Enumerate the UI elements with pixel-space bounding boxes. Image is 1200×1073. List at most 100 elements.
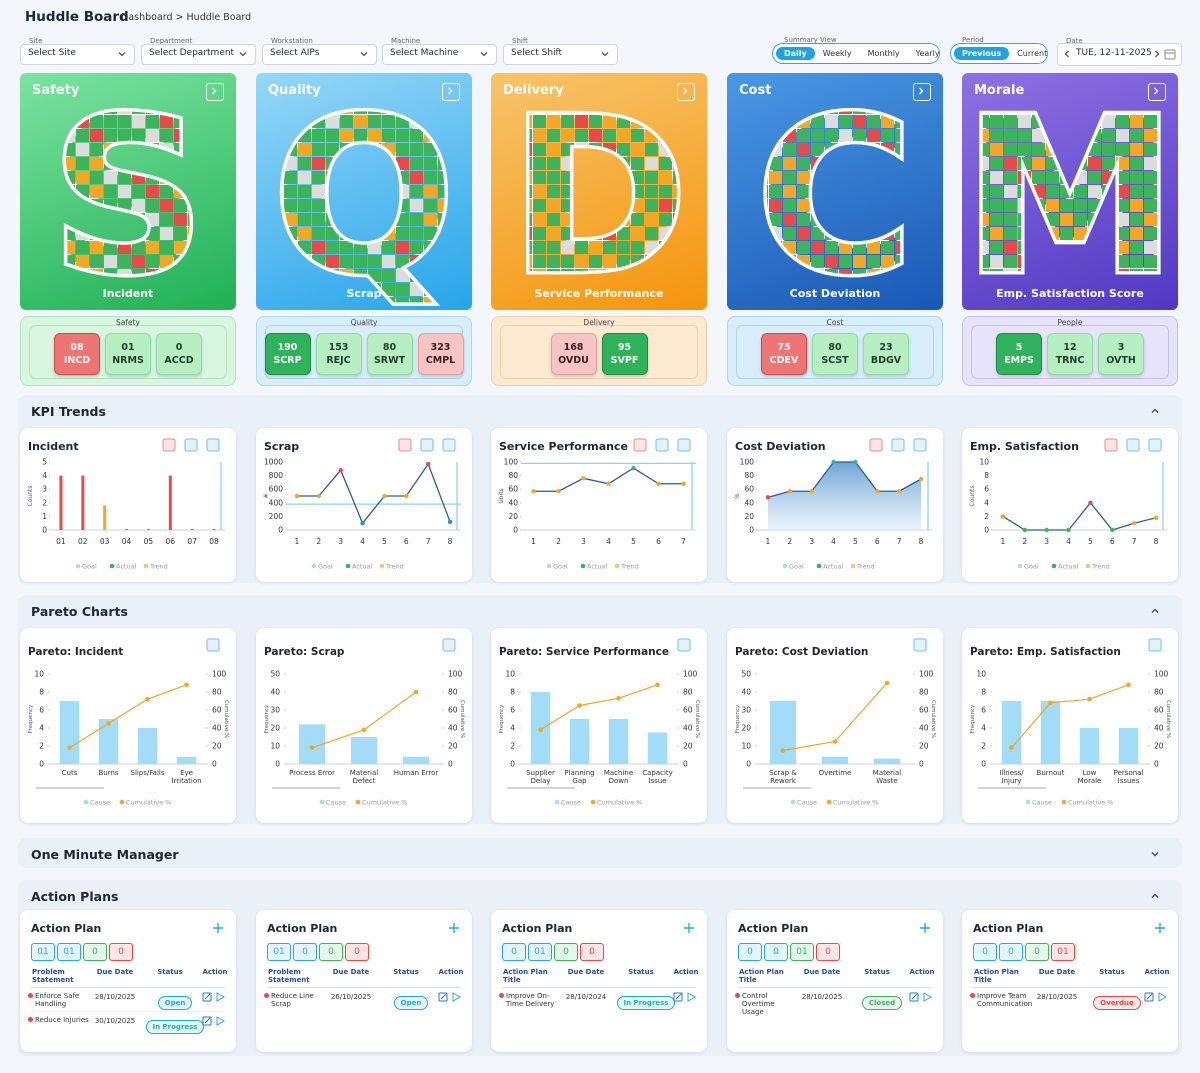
open-button[interactable] — [913, 83, 931, 101]
plus-icon[interactable] — [919, 922, 931, 934]
status-pill[interactable]: Open — [393, 996, 429, 1010]
metric-chip[interactable]: 168 OVDU — [550, 333, 597, 375]
status-count[interactable]: 01 — [1051, 943, 1075, 961]
kpi-letter-card[interactable]: C Cost Cost Deviation — [727, 73, 943, 310]
pareto-chart-card: Pareto: Incident Frequency Cumulative % 0 2 4… — [20, 628, 236, 823]
dropdown[interactable]: Select Shift — [503, 44, 618, 65]
dropdown[interactable]: Select Department — [141, 44, 256, 65]
metric-chip[interactable]: 80 SCST — [812, 333, 858, 375]
row-actions[interactable] — [202, 992, 230, 1002]
toggle-option[interactable]: Daily — [776, 47, 815, 60]
status-count[interactable]: 0 — [816, 943, 840, 961]
metric-chip[interactable]: 75 CDEV — [761, 333, 807, 375]
status-count[interactable]: 01 — [790, 943, 814, 961]
status-count[interactable]: 0 — [764, 943, 788, 961]
chart-tool-icon — [913, 438, 927, 452]
metric-chip[interactable]: 0 ACCD — [156, 333, 202, 375]
status-pill[interactable]: Closed — [861, 996, 903, 1010]
metric-chip[interactable]: 323 CMPL — [417, 333, 464, 375]
metric-chip[interactable]: 3 OVTH — [1098, 333, 1144, 375]
status-count[interactable]: 0 — [502, 943, 526, 961]
letter-title: Cost — [739, 83, 772, 98]
kpi-letter-card[interactable]: D Delivery Service Performance — [491, 73, 707, 310]
status-count[interactable]: 0 — [109, 943, 133, 961]
metric-code: BDGV — [870, 355, 902, 366]
dropdown[interactable]: Select Machine — [382, 44, 497, 65]
add-button[interactable] — [212, 922, 224, 934]
toggle-option[interactable]: Previous — [954, 47, 1010, 60]
status-count[interactable]: 0 — [999, 943, 1023, 961]
letter-title: Delivery — [503, 83, 564, 98]
point — [1131, 521, 1137, 526]
status-pill[interactable]: In Progress — [145, 1020, 205, 1034]
toggle-option[interactable]: Yearly — [915, 49, 940, 58]
status-count[interactable]: 0 — [293, 943, 317, 961]
metric-chip[interactable]: 5 EMPS — [996, 333, 1042, 375]
status-dot — [28, 993, 33, 998]
kpi-chart-card: Scrap #0 200 400 600 800 1000 1 2 3 4 5 6 7 8 Goal Actua… — [256, 428, 472, 582]
row-actions[interactable] — [1144, 992, 1172, 1002]
status-count[interactable]: 01 — [31, 943, 55, 961]
plus-icon[interactable] — [212, 922, 224, 934]
status-count[interactable]: 0 — [83, 943, 107, 961]
row-actions[interactable] — [202, 1016, 230, 1026]
add-button[interactable] — [448, 922, 460, 934]
toggle-option[interactable]: Weekly — [822, 49, 852, 58]
status-pill[interactable]: Overdue — [1093, 996, 1141, 1010]
status-count[interactable]: 01 — [267, 943, 291, 961]
metric-chip[interactable]: 12 TRNC — [1047, 333, 1093, 375]
plus-icon[interactable] — [448, 922, 460, 934]
metric-chip[interactable]: 08 INCD — [54, 333, 100, 375]
open-button[interactable] — [206, 83, 224, 101]
metric-chip[interactable]: 95 SVPF — [601, 333, 648, 375]
add-button[interactable] — [683, 922, 695, 934]
open-button[interactable] — [677, 83, 695, 101]
kpi-letter-card[interactable]: M Morale Emp. Satisfaction Score — [962, 73, 1178, 310]
y2-axis-label: Cumulative % — [1165, 700, 1171, 738]
status-count[interactable]: 01 — [528, 943, 552, 961]
metric-chip[interactable]: 190 SCRP — [264, 333, 311, 375]
plus-icon[interactable] — [683, 922, 695, 934]
row-text: Reduce Injuries — [35, 1016, 89, 1024]
status-count[interactable]: 0 — [580, 943, 604, 961]
status-pill[interactable]: Open — [157, 996, 193, 1010]
status-count[interactable]: 0 — [345, 943, 369, 961]
status-count[interactable]: 0 — [554, 943, 578, 961]
dropdown[interactable]: Select Site — [20, 44, 135, 65]
status-count[interactable]: 0 — [738, 943, 762, 961]
table-rule — [267, 987, 461, 988]
date-picker[interactable]: TUE, 12-11-2025 — [1057, 43, 1182, 66]
chart: Cost Deviation% 0 20 40 60 80 100 1 2 3 4 5 6 7 8 Goal A… — [734, 438, 932, 571]
dropdown[interactable]: Select AIPs — [262, 44, 377, 65]
toggle[interactable]: Daily Weekly Monthly Yearly — [772, 43, 940, 64]
toggle[interactable]: Previous Current — [950, 43, 1048, 64]
status-count[interactable]: 0 — [973, 943, 997, 961]
status-count[interactable]: 0 — [319, 943, 343, 961]
toggle-option[interactable]: Current — [1017, 49, 1048, 58]
toggle-option[interactable]: Monthly — [867, 49, 900, 58]
kpi-letter-card[interactable]: Q Quality Scrap — [256, 73, 472, 310]
letter-glyph: Q — [273, 73, 456, 310]
metric-chip[interactable]: 23 BDGV — [863, 333, 909, 375]
y2-tick-label: 60 — [448, 706, 458, 715]
add-button[interactable] — [1154, 922, 1166, 934]
plus-icon[interactable] — [1154, 922, 1166, 934]
status-count[interactable]: 01 — [57, 943, 81, 961]
metric-code: CMPL — [425, 355, 456, 366]
metric-chip[interactable]: 01 NRMS — [105, 333, 151, 375]
legend-swatch — [614, 563, 620, 569]
add-button[interactable] — [919, 922, 931, 934]
status-pill[interactable]: In Progress — [616, 996, 676, 1010]
status-count[interactable]: 0 — [1025, 943, 1049, 961]
row-actions[interactable] — [909, 992, 937, 1002]
metric-chip[interactable]: 80 SRWT — [366, 333, 413, 375]
x-tick-label: 2 — [1022, 537, 1027, 546]
x-tick-label: 03 — [100, 537, 110, 546]
metric-chip[interactable]: 153 REJC — [315, 333, 362, 375]
kpi-letter-card[interactable]: S Safety Incident — [20, 73, 236, 310]
open-button[interactable] — [442, 83, 460, 101]
open-button[interactable] — [1148, 83, 1166, 101]
row-actions[interactable] — [438, 992, 466, 1002]
legend-label: Goal — [553, 563, 568, 571]
row-actions[interactable] — [673, 992, 701, 1002]
